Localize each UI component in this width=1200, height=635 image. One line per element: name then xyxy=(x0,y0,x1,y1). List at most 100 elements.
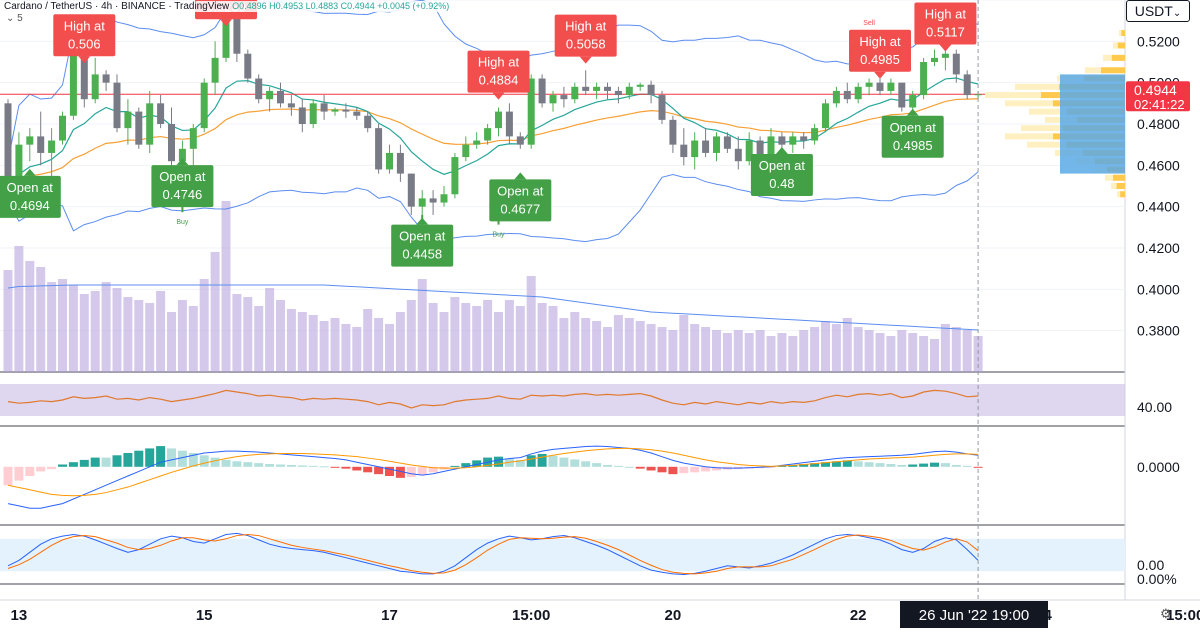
high-callout-label: 0.5117 xyxy=(926,24,965,39)
high-callout-label: High at xyxy=(925,6,967,21)
volume-bar xyxy=(319,321,329,372)
volume-bar xyxy=(930,339,939,372)
volume-bar xyxy=(886,336,896,372)
candle-body xyxy=(80,45,88,100)
volume-profile-bar xyxy=(1113,174,1125,181)
volume-bar xyxy=(286,309,296,372)
time-tick-label: 15 xyxy=(196,607,213,624)
macd-histogram-bar xyxy=(624,466,634,468)
volume-bar xyxy=(940,324,950,372)
volume-bar xyxy=(276,300,285,372)
volume-bar xyxy=(90,291,100,372)
candle-body xyxy=(353,111,361,116)
candle-body xyxy=(702,140,710,153)
time-tick-label: 20 xyxy=(665,607,682,624)
volume-bar xyxy=(690,324,700,372)
volume-bar xyxy=(515,306,525,372)
volume-bar xyxy=(494,312,503,372)
macd-histogram-bar xyxy=(951,464,961,467)
volume-bar xyxy=(875,333,885,372)
candle-body xyxy=(124,111,132,129)
volume-bar xyxy=(188,306,198,372)
volume-bar xyxy=(374,318,384,372)
chevron-down-icon: ⌄ xyxy=(6,13,15,24)
macd-histogram-bar xyxy=(875,463,885,467)
macd-histogram-bar xyxy=(657,466,667,473)
candle-body xyxy=(309,103,317,124)
candle-body xyxy=(865,82,873,87)
macd-histogram-bar xyxy=(450,465,460,467)
open-callout-label: 0.48 xyxy=(769,176,794,191)
sell-label: Sell xyxy=(940,3,952,10)
macd-histogram-bar xyxy=(973,466,983,468)
candle-body xyxy=(789,136,797,145)
volume-bar xyxy=(156,291,166,372)
crosshair-time-label: 26 Jun '22 19:00 xyxy=(919,607,1029,624)
stoch-percent-label: 0.00% xyxy=(1137,571,1177,587)
high-callout-label: High at xyxy=(565,19,607,34)
price-tick-label: 0.4200 xyxy=(1137,240,1180,256)
macd-histogram-bar xyxy=(690,466,700,473)
volume-profile-bar xyxy=(1111,54,1125,61)
candle-body xyxy=(113,82,121,129)
macd-histogram-bar xyxy=(101,457,111,467)
volume-bar xyxy=(145,303,155,372)
candle-body xyxy=(222,8,230,58)
volume-bar xyxy=(919,336,929,372)
open-callout-box xyxy=(151,165,214,208)
candle-body xyxy=(822,103,829,129)
candle-body xyxy=(298,107,306,124)
volume-bar xyxy=(395,312,405,372)
candle-body xyxy=(189,128,197,149)
macd-histogram-bar xyxy=(47,466,57,470)
candle-body xyxy=(495,111,502,129)
candle-body xyxy=(723,136,731,149)
high-callout-pointer xyxy=(78,56,91,64)
volume-bar xyxy=(363,309,373,372)
candle-body xyxy=(625,86,633,96)
volume-bar xyxy=(428,303,438,372)
bollinger-lower xyxy=(7,171,979,243)
candle-body xyxy=(407,173,415,207)
volume-bar xyxy=(472,306,482,372)
open-callout-label: Open at xyxy=(399,229,446,244)
indicator-count[interactable]: ⌄ 5 xyxy=(6,13,23,24)
open-callout-pointer xyxy=(775,147,788,154)
candle-body xyxy=(266,90,274,100)
macd-histogram-bar xyxy=(821,462,830,467)
candle-body xyxy=(342,109,350,112)
price-tick-label: 0.4400 xyxy=(1137,199,1180,215)
open-callout-box xyxy=(391,224,454,267)
open-callout-label: 0.4694 xyxy=(10,198,50,213)
macd-histogram-bar xyxy=(352,466,362,471)
volume-profile-bar xyxy=(1101,67,1125,74)
candle-body xyxy=(91,74,99,100)
volume-bar xyxy=(177,300,187,372)
candle-body xyxy=(4,103,12,182)
macd-histogram-bar xyxy=(330,466,340,468)
macd-histogram-bar xyxy=(297,465,307,467)
candle-body xyxy=(200,82,208,129)
macd-histogram-bar xyxy=(14,466,24,481)
macd-histogram-bar xyxy=(897,464,907,467)
high-callout-box xyxy=(914,2,977,45)
macd-histogram-bar xyxy=(472,460,482,467)
open-callout-label: 0.4677 xyxy=(500,201,540,216)
volume-bar xyxy=(831,324,841,372)
macd-histogram-bar xyxy=(68,462,78,467)
volume-bar xyxy=(679,315,689,372)
candle-body xyxy=(135,111,143,145)
volume-bar xyxy=(962,330,972,372)
gear-icon[interactable]: ⚙ xyxy=(1160,606,1172,621)
macd-histogram-bar xyxy=(526,455,536,467)
currency-selector[interactable]: USDT⌄ xyxy=(1126,0,1190,22)
open-callout-box xyxy=(750,154,813,196)
candle-body xyxy=(800,136,808,141)
value-area xyxy=(1060,74,1125,174)
macd-histogram-bar xyxy=(156,446,166,467)
symbol-header[interactable]: Cardano / TetherUS · 4h · BINANCE · Trad… xyxy=(2,1,452,12)
macd-histogram-bar xyxy=(494,456,503,467)
macd-histogram-bar xyxy=(592,463,602,467)
